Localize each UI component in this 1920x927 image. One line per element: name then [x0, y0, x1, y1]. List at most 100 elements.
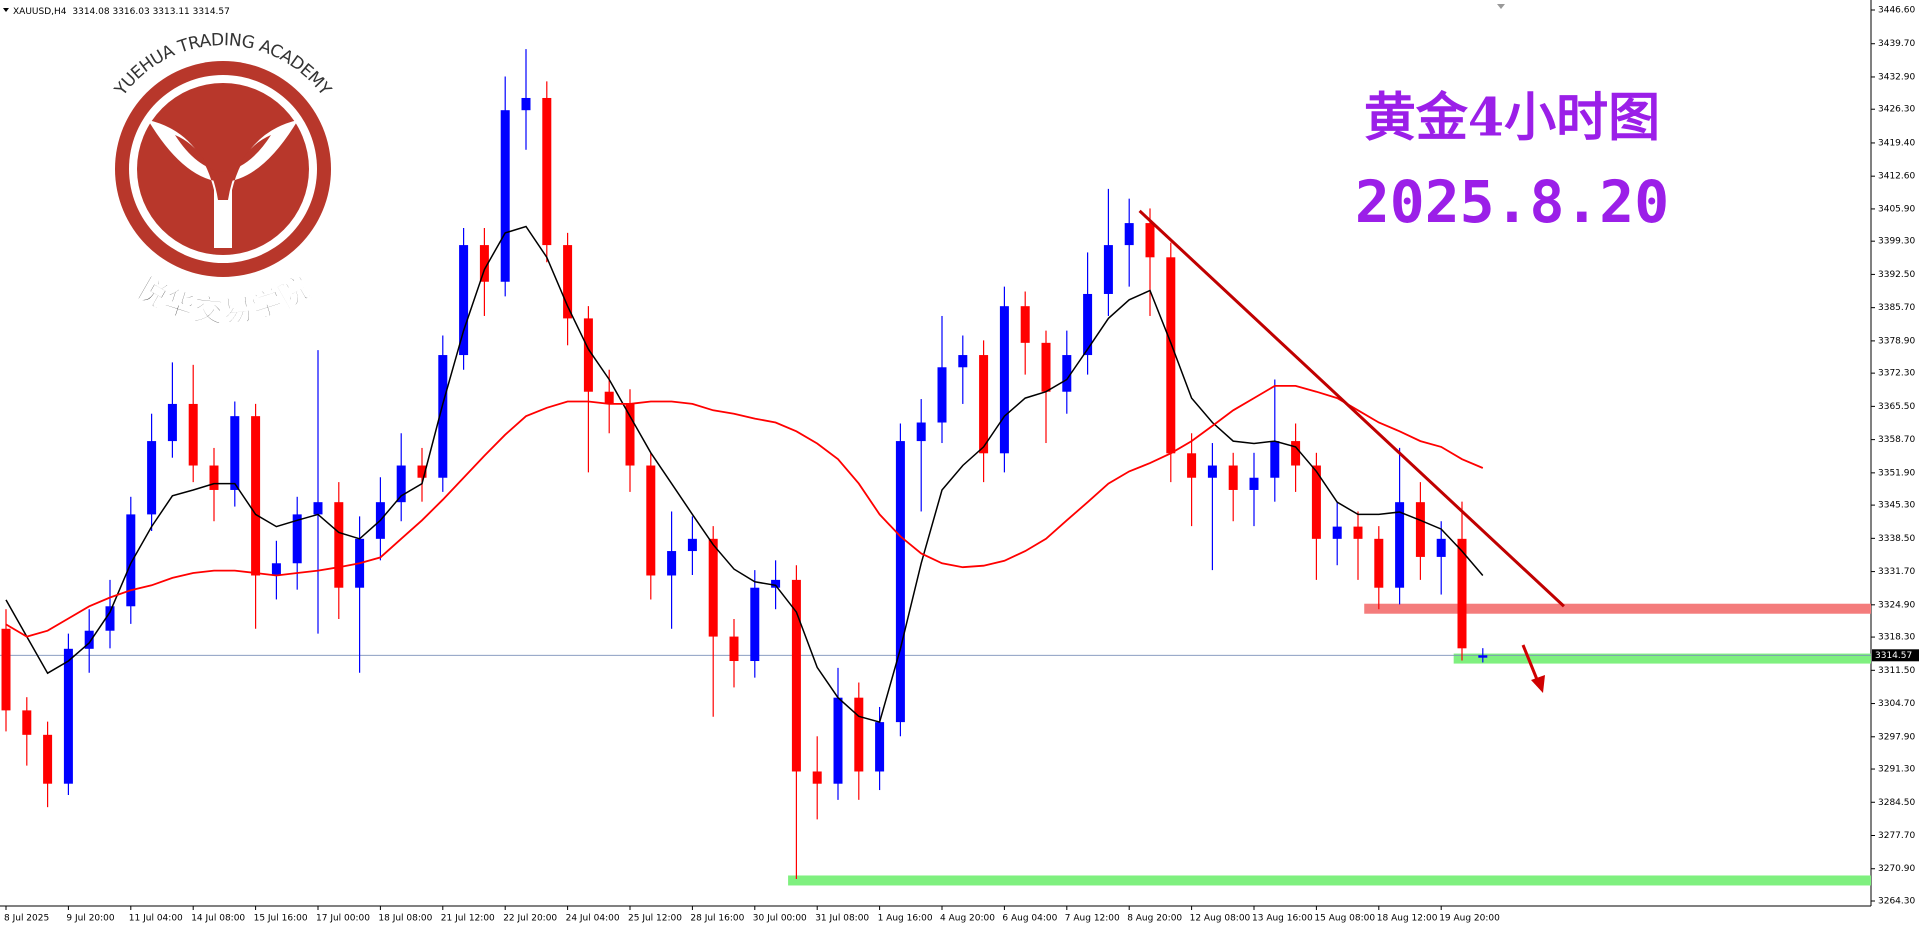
- candle-body: [1478, 655, 1488, 658]
- y-tick-label: 3277.70: [1878, 831, 1915, 841]
- y-tick-label: 3318.30: [1878, 633, 1915, 643]
- candle-body: [854, 697, 864, 772]
- header-low: 3313.11: [153, 7, 190, 17]
- candle-body: [1062, 355, 1072, 392]
- candle-body: [313, 502, 323, 515]
- arrow: [1521, 644, 1545, 693]
- y-tick-label: 3304.70: [1878, 699, 1915, 709]
- y-tick-label: 3297.90: [1878, 732, 1915, 742]
- candle-body: [396, 465, 406, 503]
- candle-body: [1374, 538, 1384, 588]
- candle-body: [625, 403, 635, 466]
- header-triangle: [3, 8, 9, 12]
- y-tick-label: 3351.90: [1878, 468, 1915, 478]
- candle-body: [708, 538, 718, 637]
- x-tick-label: 8 Jul 2025: [4, 914, 49, 924]
- logo-emblem-inner: [175, 135, 271, 200]
- x-tick-label: 7 Aug 12:00: [1065, 914, 1120, 924]
- arrow-shaft: [1521, 644, 1540, 683]
- candle-body: [916, 422, 926, 442]
- y-tick-label: 3392.50: [1878, 270, 1915, 280]
- candle-body: [63, 648, 73, 784]
- x-tick-label: 18 Jul 08:00: [378, 914, 432, 924]
- candle-body: [126, 514, 136, 607]
- candle-body: [812, 771, 822, 784]
- candle-body: [771, 579, 781, 588]
- candle-body: [188, 403, 198, 466]
- x-tick-label: 11 Jul 04:00: [129, 914, 183, 924]
- candle-body: [1124, 223, 1134, 246]
- x-tick-label: 30 Jul 00:00: [753, 914, 807, 924]
- header-close: 3314.57: [193, 7, 230, 17]
- logo-disk: [137, 83, 309, 255]
- x-tick-label: 12 Aug 08:00: [1190, 914, 1251, 924]
- y-tick-label: 3365.50: [1878, 402, 1915, 412]
- y-tick-label: 3405.90: [1878, 204, 1915, 214]
- x-tick-label: 25 Jul 12:00: [628, 914, 682, 924]
- x-tick-label: 9 Jul 20:00: [66, 914, 115, 924]
- level-zone: [788, 875, 1871, 886]
- candle-body: [251, 416, 261, 576]
- candle-body: [1207, 465, 1217, 478]
- candle-body: [750, 587, 760, 662]
- candle-body: [43, 734, 53, 784]
- candle-body: [1270, 441, 1280, 478]
- candle-body: [147, 441, 157, 515]
- candle-body: [1332, 526, 1342, 539]
- candle-body: [334, 502, 344, 588]
- candle-body: [937, 367, 947, 423]
- candle-body: [563, 245, 573, 319]
- level-zone: [1364, 603, 1871, 614]
- price-label: 3314.57: [1875, 651, 1912, 661]
- candle-body: [999, 306, 1009, 454]
- candle-body: [292, 514, 302, 564]
- y-tick-label: 3338.50: [1878, 534, 1915, 544]
- header-high: 3316.03: [112, 7, 149, 17]
- x-tick-label: 1 Aug 16:00: [878, 914, 933, 924]
- x-tick-label: 28 Jul 16:00: [690, 914, 744, 924]
- candle-body: [791, 579, 801, 772]
- level-zone: [1453, 653, 1871, 664]
- x-tick-label: 17 Jul 00:00: [316, 914, 370, 924]
- candle-body: [729, 636, 739, 662]
- scroll-marker: [1497, 4, 1505, 9]
- candle-body: [895, 441, 905, 723]
- candle-body: [667, 551, 677, 576]
- candle-body: [1249, 477, 1259, 490]
- header: XAUUSD,H4 3314.08 3316.03 3313.11 3314.5…: [13, 7, 230, 17]
- candle-body: [1228, 465, 1238, 490]
- y-tick-label: 3270.90: [1878, 864, 1915, 874]
- candle-body: [1353, 526, 1363, 539]
- y-tick-label: 3439.70: [1878, 39, 1915, 49]
- y-tick-label: 3378.90: [1878, 336, 1915, 346]
- y-tick-label: 3426.30: [1878, 105, 1915, 115]
- symbol: XAUUSD,H4: [13, 7, 67, 17]
- candle-body: [1415, 502, 1425, 557]
- candle-body: [1395, 502, 1405, 588]
- candle-body: [209, 465, 219, 490]
- candle-body: [459, 245, 469, 356]
- candle-body: [1166, 257, 1176, 454]
- candle-body: [1457, 538, 1467, 649]
- y-tick-label: 3358.70: [1878, 435, 1915, 445]
- y-tick-label: 3324.90: [1878, 600, 1915, 610]
- y-tick-label: 3419.40: [1878, 138, 1915, 148]
- candle-body: [1311, 465, 1321, 539]
- y-tick-label: 3372.30: [1878, 369, 1915, 379]
- candle-body: [22, 710, 32, 735]
- candle-body: [687, 538, 697, 552]
- candle-body: [875, 722, 885, 772]
- x-tick-label: 24 Jul 04:00: [566, 914, 620, 924]
- candle-body: [979, 355, 989, 454]
- x-tick-label: 8 Aug 20:00: [1127, 914, 1182, 924]
- y-tick-label: 3385.70: [1878, 303, 1915, 313]
- x-tick-label: 13 Aug 16:00: [1252, 914, 1313, 924]
- candle-body: [438, 355, 448, 478]
- candle-body: [542, 97, 552, 246]
- x-tick-label: 22 Jul 20:00: [503, 914, 557, 924]
- arrow-head: [1531, 675, 1545, 693]
- trend-line: [1138, 209, 1565, 608]
- price-label-box: [1872, 649, 1919, 662]
- y-tick-label: 3291.30: [1878, 765, 1915, 775]
